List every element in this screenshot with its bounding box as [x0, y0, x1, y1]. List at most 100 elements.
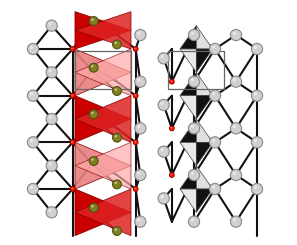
Polygon shape: [180, 189, 196, 212]
Polygon shape: [75, 12, 131, 49]
Polygon shape: [75, 189, 131, 236]
Circle shape: [137, 218, 140, 221]
Circle shape: [134, 141, 136, 142]
Polygon shape: [180, 119, 196, 142]
Circle shape: [230, 123, 241, 134]
Circle shape: [170, 126, 174, 131]
Circle shape: [188, 216, 200, 227]
Circle shape: [70, 187, 75, 191]
Polygon shape: [180, 72, 196, 96]
Circle shape: [230, 29, 241, 41]
Circle shape: [113, 227, 121, 235]
Circle shape: [254, 46, 257, 49]
Circle shape: [91, 205, 94, 208]
Circle shape: [115, 182, 117, 184]
Circle shape: [89, 203, 98, 212]
Circle shape: [161, 55, 164, 58]
Circle shape: [170, 80, 172, 82]
Circle shape: [212, 186, 215, 189]
Circle shape: [170, 174, 172, 175]
Circle shape: [137, 172, 140, 175]
Circle shape: [251, 184, 263, 195]
Circle shape: [170, 127, 172, 128]
Circle shape: [188, 29, 200, 41]
Polygon shape: [180, 96, 196, 119]
Circle shape: [48, 116, 52, 119]
Circle shape: [212, 92, 215, 96]
Circle shape: [113, 133, 121, 142]
Circle shape: [115, 88, 117, 91]
Circle shape: [46, 67, 57, 78]
Circle shape: [134, 188, 136, 189]
Circle shape: [158, 53, 169, 64]
Circle shape: [115, 228, 117, 231]
Circle shape: [251, 137, 263, 148]
Polygon shape: [196, 96, 213, 119]
Circle shape: [233, 78, 236, 81]
Bar: [75, 51, 131, 89]
Circle shape: [188, 76, 200, 87]
Circle shape: [89, 110, 98, 119]
Circle shape: [233, 172, 236, 175]
Circle shape: [133, 187, 138, 191]
Circle shape: [191, 32, 194, 35]
Circle shape: [135, 169, 146, 181]
Circle shape: [233, 32, 236, 35]
Circle shape: [134, 48, 136, 49]
Circle shape: [113, 86, 121, 96]
Circle shape: [115, 135, 117, 137]
Circle shape: [70, 93, 75, 98]
Circle shape: [48, 22, 52, 25]
Circle shape: [230, 216, 241, 227]
Polygon shape: [196, 72, 213, 96]
Circle shape: [30, 92, 33, 96]
Polygon shape: [75, 189, 131, 236]
Circle shape: [89, 63, 98, 72]
Circle shape: [233, 218, 236, 221]
Circle shape: [135, 76, 146, 87]
Circle shape: [135, 216, 146, 227]
Circle shape: [161, 102, 164, 105]
Circle shape: [46, 207, 57, 218]
Circle shape: [212, 139, 215, 142]
Circle shape: [135, 123, 146, 134]
Polygon shape: [75, 142, 131, 189]
Circle shape: [135, 29, 146, 41]
Circle shape: [254, 92, 257, 96]
Circle shape: [158, 146, 169, 157]
Circle shape: [48, 162, 52, 165]
Polygon shape: [196, 166, 213, 189]
Circle shape: [191, 78, 194, 81]
Circle shape: [254, 139, 257, 142]
Polygon shape: [196, 189, 213, 212]
Circle shape: [91, 18, 94, 21]
Circle shape: [89, 157, 98, 165]
Circle shape: [209, 137, 221, 148]
Circle shape: [137, 78, 140, 81]
Circle shape: [71, 48, 73, 49]
Polygon shape: [180, 142, 196, 166]
Polygon shape: [180, 166, 196, 189]
Circle shape: [70, 47, 75, 51]
Circle shape: [254, 186, 257, 189]
Circle shape: [27, 90, 39, 101]
Polygon shape: [75, 12, 131, 49]
Circle shape: [137, 32, 140, 35]
Circle shape: [113, 40, 121, 49]
Polygon shape: [75, 49, 131, 96]
Polygon shape: [75, 96, 131, 142]
Polygon shape: [180, 26, 196, 49]
Circle shape: [70, 140, 75, 145]
Circle shape: [209, 90, 221, 101]
Polygon shape: [196, 119, 213, 142]
Circle shape: [48, 69, 52, 72]
Circle shape: [191, 218, 194, 221]
Circle shape: [133, 93, 138, 98]
Circle shape: [46, 20, 57, 31]
Circle shape: [30, 139, 33, 142]
Circle shape: [188, 123, 200, 134]
Circle shape: [113, 180, 121, 189]
Circle shape: [230, 169, 241, 181]
Polygon shape: [75, 96, 131, 142]
Circle shape: [137, 125, 140, 128]
